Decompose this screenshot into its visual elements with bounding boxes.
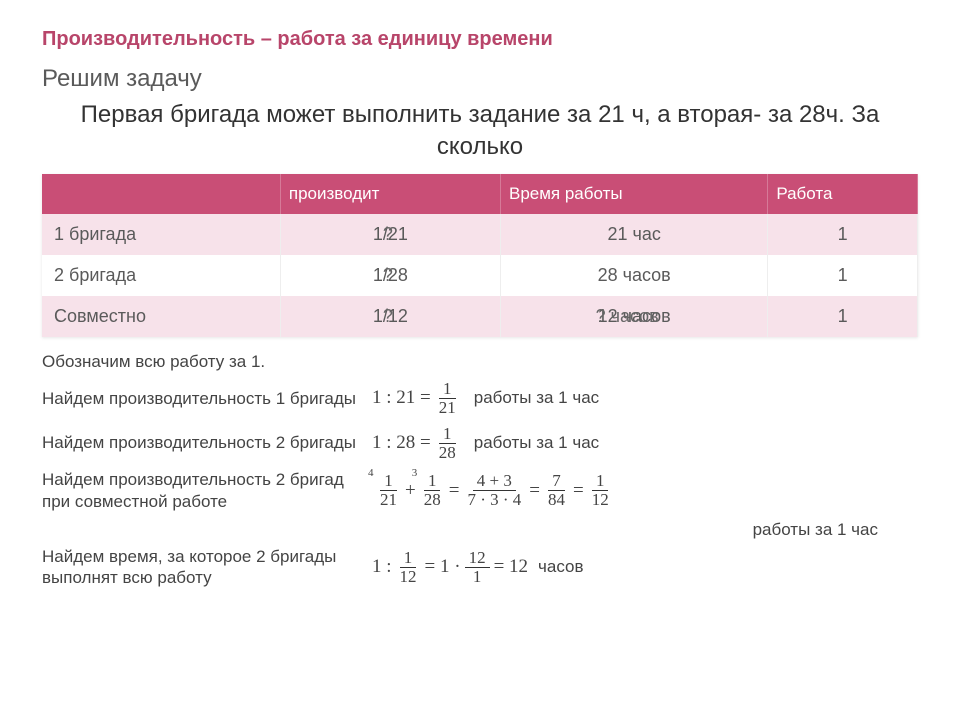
- step-1: Найдем производительность 1 бригады 1 : …: [42, 380, 918, 417]
- table-row: 2 бригада 1/28? 28 часов 1: [42, 255, 918, 296]
- problem-text: Первая бригада может выполнить задание з…: [42, 99, 918, 174]
- step-1-text: Найдем производительность 1 бригады: [42, 388, 372, 409]
- slide-title: Производительность – работа за единицу в…: [42, 28, 918, 51]
- step-2: Найдем производительность 2 бригады 1 : …: [42, 425, 918, 462]
- cell-label: 1 бригада: [42, 214, 280, 255]
- step-3: Найдем производительность 2 бригад при с…: [42, 469, 918, 512]
- cell-work: 1: [768, 296, 918, 337]
- table-header-row: производит Время работы Работа: [42, 174, 918, 214]
- cell-time: 12 часов? часов: [500, 296, 767, 337]
- solution-steps: Обозначим всю работу за 1. Найдем произв…: [42, 351, 918, 589]
- step-4-math: 1 : 112 = 1 · 121 = 12 часов: [372, 549, 918, 586]
- step-4: Найдем время, за которое 2 бригады выпол…: [42, 546, 918, 589]
- step-0-text: Обозначим всю работу за 1.: [42, 351, 918, 372]
- cell-produce: 1/21?: [280, 214, 500, 255]
- step-2-math: 1 : 28 = 128 работы за 1 час: [372, 425, 918, 462]
- cell-work: 1: [768, 214, 918, 255]
- step-3-math: 4121 + 3128 = 4 + 37 · 3 · 4 = 784 = 112: [372, 472, 918, 509]
- data-table: производит Время работы Работа 1 бригада…: [42, 174, 918, 337]
- cell-label: 2 бригада: [42, 255, 280, 296]
- cell-produce: 1/28?: [280, 255, 500, 296]
- cell-time: 28 часов: [500, 255, 767, 296]
- header-work: Работа: [768, 174, 918, 214]
- step-4-text: Найдем время, за которое 2 бригады выпол…: [42, 546, 372, 589]
- table-row: 1 бригада 1/21? 21 час 1: [42, 214, 918, 255]
- cell-time: 21 час: [500, 214, 767, 255]
- step-3-text: Найдем производительность 2 бригад при с…: [42, 469, 372, 512]
- step-3-tail: работы за 1 час: [42, 520, 878, 540]
- header-blank: [42, 174, 280, 214]
- step-2-text: Найдем производительность 2 бригады: [42, 432, 372, 453]
- header-time: Время работы: [500, 174, 767, 214]
- subtitle: Решим задачу: [42, 65, 918, 93]
- step-1-math: 1 : 21 = 121 работы за 1 час: [372, 380, 918, 417]
- header-produce: производит: [280, 174, 500, 214]
- table-row: Совместно 1/12? 12 часов? часов 1: [42, 296, 918, 337]
- cell-label: Совместно: [42, 296, 280, 337]
- cell-work: 1: [768, 255, 918, 296]
- cell-produce: 1/12?: [280, 296, 500, 337]
- step-0: Обозначим всю работу за 1.: [42, 351, 918, 372]
